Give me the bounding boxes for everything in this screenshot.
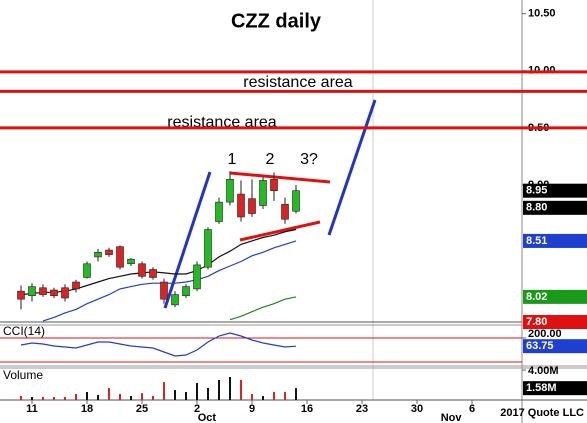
price-marker <box>523 200 587 215</box>
volume-bar <box>86 391 88 400</box>
credit: 2017 Quote LLC <box>500 407 584 419</box>
x-tick-label: 25 <box>136 403 148 415</box>
price-marker-label: 8.80 <box>526 202 547 214</box>
volume-marker-label: 1.58M <box>526 382 557 394</box>
volume-bar <box>185 391 188 400</box>
price-marker <box>523 183 587 198</box>
volume-bar <box>41 397 44 400</box>
volume-bar <box>295 388 298 400</box>
volume-bar <box>19 396 22 400</box>
candle-body <box>138 263 146 277</box>
volume-bar <box>240 379 243 400</box>
cci-line <box>20 332 297 357</box>
candle-body <box>94 252 102 258</box>
month-label: Nov <box>441 412 463 423</box>
x-tick-label: 30 <box>411 403 423 415</box>
candle-body <box>292 190 300 212</box>
candle-body <box>127 258 135 265</box>
candle-body <box>116 246 124 268</box>
candle-body <box>171 294 179 306</box>
candle-body <box>105 249 113 255</box>
volume-bar <box>207 388 210 400</box>
moving-average <box>42 240 297 322</box>
volume-bar <box>30 397 33 400</box>
candle-body <box>204 229 212 268</box>
volume-bar <box>251 394 254 400</box>
candle-body <box>248 198 256 214</box>
candle-body <box>39 287 47 295</box>
candle-body <box>270 178 278 191</box>
candle-body <box>182 286 190 297</box>
triangle-line <box>239 220 321 242</box>
trend-line <box>163 171 212 309</box>
x-tick-label: 6 <box>469 403 475 415</box>
volume-bar <box>273 391 276 400</box>
volume-bar <box>97 394 100 400</box>
volume-bar <box>152 396 155 400</box>
price-marker-label: 7.80 <box>526 316 547 328</box>
volume-bar <box>262 396 265 400</box>
price-marker <box>523 233 587 248</box>
annotation: 1 <box>228 151 237 168</box>
candle-body <box>72 281 80 290</box>
price-marker-label: 8.02 <box>526 291 547 303</box>
x-tick-label: 16 <box>301 403 313 415</box>
price-marker <box>523 315 587 329</box>
volume-bar <box>74 394 77 400</box>
candle-body <box>215 201 223 222</box>
price-marker-label: 8.95 <box>526 185 547 197</box>
volume-bar <box>196 382 199 400</box>
y-tick-label: 4.00M <box>528 365 559 377</box>
candle-body <box>237 193 245 218</box>
candle-body <box>281 204 289 220</box>
volume-bar <box>163 382 166 400</box>
candle-body <box>50 289 58 297</box>
candle-body <box>226 178 234 203</box>
volume-bar <box>174 390 177 400</box>
price-marker-label: 8.51 <box>526 235 547 247</box>
y-tick-label: 200.00 <box>528 328 562 340</box>
candle-body <box>28 286 36 297</box>
annotation: 2 <box>266 151 275 168</box>
x-tick-label: 23 <box>356 403 368 415</box>
moving-average <box>229 296 297 321</box>
cci-marker-label: 63.75 <box>526 340 554 352</box>
volume-bar <box>218 379 221 400</box>
volume-bar <box>141 393 144 400</box>
x-tick-label: 2 <box>194 403 200 415</box>
month-label: Oct <box>198 412 217 423</box>
y-tick-label: 10.50 <box>528 8 556 20</box>
volume-marker <box>523 381 587 396</box>
x-tick-label: 18 <box>81 403 93 415</box>
candle-body <box>149 269 157 278</box>
candle-body <box>61 287 69 299</box>
volume-bar <box>63 397 66 400</box>
chart-title: CZZ daily <box>231 10 322 32</box>
annotation: 3? <box>300 151 318 168</box>
panel-label: Volume <box>3 368 43 382</box>
candle-body <box>83 263 91 278</box>
annotation: resistance area <box>243 74 352 91</box>
volume-bar <box>52 397 55 400</box>
cci-marker <box>523 339 587 354</box>
candle-body <box>193 264 201 290</box>
triangle-line <box>229 171 331 184</box>
volume-bar <box>130 396 133 400</box>
candle-body <box>259 180 267 206</box>
volume-bar <box>229 376 232 400</box>
volume-bar <box>108 388 111 400</box>
panel-label: CCI(14) <box>3 324 45 338</box>
candle-body <box>17 290 25 300</box>
price-marker <box>523 289 587 304</box>
x-tick-label: 9 <box>249 403 255 415</box>
volume-bar <box>119 394 122 400</box>
trend-line <box>327 99 377 236</box>
volume-bar <box>284 391 287 400</box>
candle-body <box>160 281 168 300</box>
x-tick-label: 11 <box>26 403 38 415</box>
